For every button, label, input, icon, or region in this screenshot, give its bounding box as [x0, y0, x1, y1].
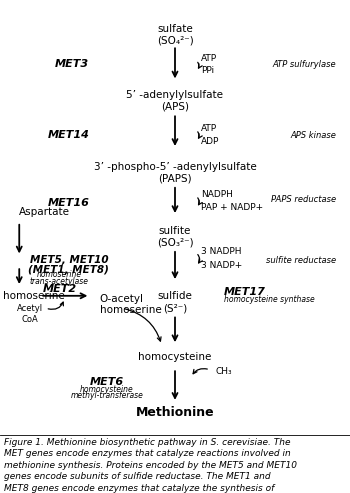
Text: methyl-transferase: methyl-transferase	[70, 391, 143, 400]
Text: homoserine: homoserine	[37, 270, 82, 279]
Text: Acetyl
CoA: Acetyl CoA	[17, 304, 43, 324]
Text: homocysteine: homocysteine	[80, 385, 134, 394]
Text: MET3: MET3	[55, 59, 89, 69]
Text: APS kinase: APS kinase	[290, 131, 336, 140]
Text: ATP sulfurylase: ATP sulfurylase	[272, 60, 336, 69]
Text: 3’ -phospho-5’ -adenylylsulfate
(PAPS): 3’ -phospho-5’ -adenylylsulfate (PAPS)	[94, 162, 256, 183]
Text: O-acetyl
homoserine: O-acetyl homoserine	[100, 294, 161, 316]
Text: ADP: ADP	[201, 137, 220, 146]
Text: ATP: ATP	[201, 54, 217, 63]
Text: (MET1, MET8): (MET1, MET8)	[28, 265, 108, 275]
Text: MET16: MET16	[47, 198, 89, 208]
Text: PAPS reductase: PAPS reductase	[271, 195, 336, 204]
Text: MET14: MET14	[47, 130, 89, 140]
Text: MET2: MET2	[42, 284, 77, 294]
Text: sulfide
(S²⁻): sulfide (S²⁻)	[158, 291, 192, 313]
Text: trans-acetylase: trans-acetylase	[30, 277, 89, 285]
Text: PAP + NADP+: PAP + NADP+	[201, 203, 263, 212]
Text: homoserine: homoserine	[4, 291, 65, 301]
Text: MET6: MET6	[90, 377, 124, 387]
Text: 3 NADP+: 3 NADP+	[201, 261, 243, 270]
Text: 5’ -adenylylsulfate
(APS): 5’ -adenylylsulfate (APS)	[126, 90, 224, 112]
Text: sulfite reductase: sulfite reductase	[266, 256, 336, 265]
Text: CH₃: CH₃	[215, 367, 232, 376]
Text: homocysteine synthase: homocysteine synthase	[224, 295, 315, 304]
Text: sulfate
(SO₄²⁻): sulfate (SO₄²⁻)	[157, 24, 193, 45]
Text: MET5, MET10: MET5, MET10	[30, 255, 108, 265]
Text: PPi: PPi	[201, 67, 214, 75]
Text: ATP: ATP	[201, 124, 217, 133]
Text: Methionine: Methionine	[136, 406, 214, 419]
Text: 3 NADPH: 3 NADPH	[201, 247, 242, 256]
Text: sulfite
(SO₃²⁻): sulfite (SO₃²⁻)	[157, 226, 193, 247]
Text: homocysteine: homocysteine	[138, 352, 212, 362]
Text: MET17: MET17	[224, 287, 266, 297]
Text: Figure 1. Methionine biosynthetic pathway in S. cerevisiae. The
MET genes encode: Figure 1. Methionine biosynthetic pathwa…	[4, 438, 296, 493]
Text: NADPH: NADPH	[201, 190, 233, 199]
Text: Aspartate: Aspartate	[19, 207, 70, 217]
